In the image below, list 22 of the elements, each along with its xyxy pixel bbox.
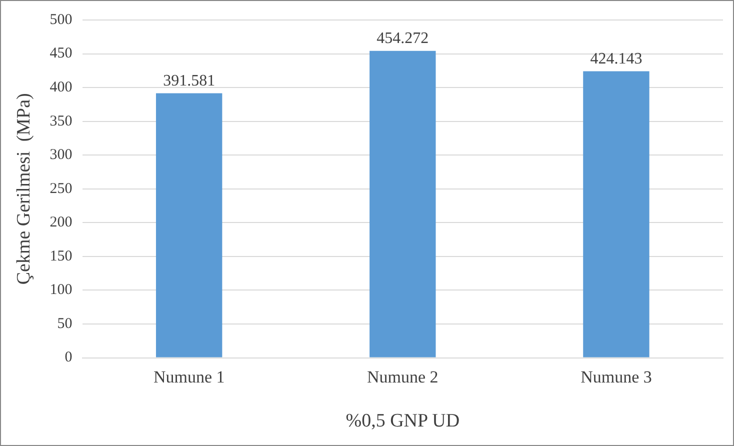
data-label: 391.581	[163, 72, 216, 90]
y-tick-label: 250	[50, 180, 72, 197]
x-tick-label: Numune 2	[367, 367, 438, 386]
y-tick-label: 100	[50, 282, 72, 298]
y-tick-label: 450	[50, 46, 72, 62]
x-tick-label: Numune 1	[153, 367, 225, 386]
y-tick-label: 0	[64, 350, 72, 366]
bar	[156, 93, 222, 358]
y-tick-label: 300	[50, 147, 72, 164]
y-tick-label: 400	[50, 79, 72, 96]
y-axis-title: Çekme Gerilmesi (MPa)	[13, 93, 34, 285]
x-tick-label: Numune 3	[580, 367, 652, 386]
y-tick-label: 150	[50, 248, 72, 264]
data-label: 454.272	[376, 30, 429, 48]
y-tick-label: 350	[50, 113, 72, 130]
data-label: 424.143	[590, 50, 642, 68]
y-tick-label: 200	[50, 214, 72, 231]
bar	[583, 71, 650, 358]
x-axis-title: %0,5 GNP UD	[346, 410, 460, 432]
bar	[370, 50, 436, 358]
y-tick-label: 50	[57, 316, 72, 332]
y-tick-label: 500	[50, 12, 72, 28]
